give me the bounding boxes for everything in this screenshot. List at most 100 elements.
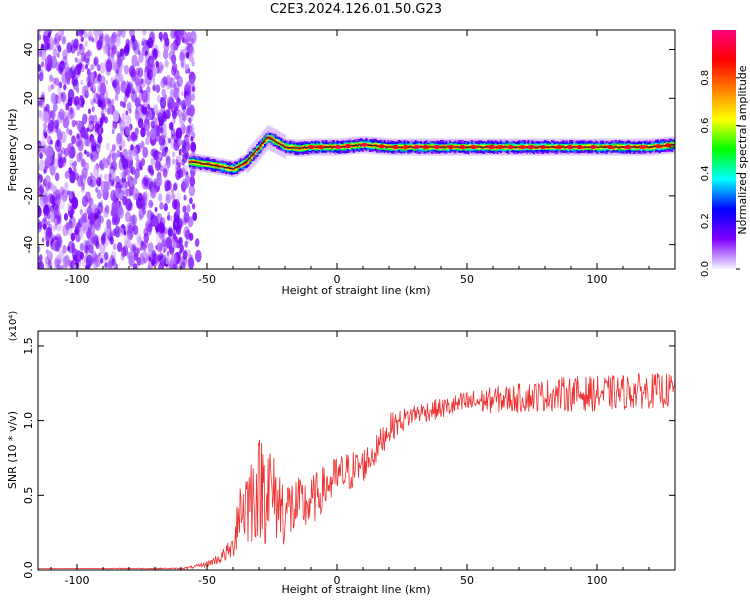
noise-speckle bbox=[132, 214, 136, 220]
signal-band-segment bbox=[476, 145, 479, 148]
noise-speckle bbox=[89, 51, 93, 57]
noise-speckle bbox=[50, 92, 57, 104]
noise-speckle bbox=[134, 193, 139, 200]
noise-speckle bbox=[141, 89, 149, 103]
noise-speckle bbox=[171, 66, 177, 76]
noise-speckle bbox=[142, 249, 147, 258]
noise-speckle bbox=[117, 206, 124, 219]
noise-speckle bbox=[162, 112, 167, 119]
signal-hotspot bbox=[447, 145, 454, 150]
noise-speckle bbox=[122, 158, 129, 170]
noise-speckle bbox=[49, 36, 54, 44]
noise-speckle bbox=[108, 172, 112, 180]
signal-band bbox=[188, 125, 675, 178]
noise-speckle bbox=[158, 153, 162, 159]
noise-speckle bbox=[93, 58, 98, 66]
noise-speckle bbox=[90, 98, 95, 106]
noise-speckle bbox=[58, 250, 65, 263]
noise-speckle bbox=[57, 45, 62, 53]
noise-speckle bbox=[97, 124, 102, 132]
noise-speckle bbox=[42, 223, 47, 231]
noise-speckle bbox=[164, 184, 169, 192]
noise-speckle bbox=[156, 241, 163, 253]
noise-speckle bbox=[171, 109, 177, 120]
noise-speckle bbox=[157, 193, 163, 202]
noise-speckle bbox=[56, 199, 60, 205]
noise-speckle bbox=[114, 188, 120, 197]
noise-speckle bbox=[64, 66, 69, 73]
noise-speckle bbox=[44, 61, 50, 72]
noise-speckle bbox=[119, 100, 124, 107]
noise-speckle bbox=[83, 51, 90, 64]
noise-speckle bbox=[120, 80, 127, 93]
signal-band-segment bbox=[383, 145, 386, 148]
noise-speckle bbox=[100, 200, 103, 206]
noise-speckle bbox=[91, 62, 96, 70]
signal-band-segment bbox=[239, 164, 243, 167]
noise-speckle bbox=[130, 167, 134, 174]
signal-band-segment bbox=[196, 161, 199, 164]
noise-speckle bbox=[126, 102, 132, 112]
noise-speckle bbox=[110, 51, 115, 59]
colorbar: 0.0 0.2 0.4 0.6 0.8 Normalized spectral ampl… bbox=[700, 30, 749, 277]
signal-hotspot bbox=[528, 145, 535, 150]
noise-speckle bbox=[137, 117, 144, 129]
signal-hotspot bbox=[607, 145, 614, 150]
noise-speckle bbox=[111, 152, 117, 162]
noise-speckle bbox=[90, 172, 93, 178]
noise-speckle bbox=[50, 84, 54, 90]
noise-speckle bbox=[78, 43, 83, 50]
signal-band-segment bbox=[358, 143, 361, 146]
signal-band-segment bbox=[259, 144, 263, 147]
signal-band-segment bbox=[452, 145, 456, 148]
noise-speckle bbox=[184, 240, 189, 248]
signal-band-segment bbox=[265, 137, 268, 140]
y-tick-label: 1.5 bbox=[22, 337, 35, 355]
noise-speckle bbox=[70, 260, 75, 267]
signal-band-segment bbox=[399, 146, 403, 149]
noise-speckle bbox=[111, 122, 117, 131]
noise-speckle bbox=[39, 195, 46, 208]
noise-speckle bbox=[52, 158, 59, 170]
noise-speckle bbox=[38, 109, 43, 118]
noise-speckle bbox=[122, 195, 128, 206]
signal-band-segment bbox=[563, 146, 567, 149]
noise-speckle bbox=[125, 181, 129, 188]
noise-speckle bbox=[121, 64, 125, 70]
noise-speckle bbox=[112, 243, 117, 251]
noise-speckle bbox=[70, 44, 76, 54]
noise-speckle bbox=[96, 209, 102, 218]
noise-speckle bbox=[144, 50, 148, 56]
noise-speckle bbox=[46, 58, 54, 71]
noise-speckle bbox=[163, 203, 168, 212]
signal-band-segment bbox=[359, 144, 363, 147]
noise-speckle bbox=[49, 182, 54, 191]
noise-speckle bbox=[47, 31, 52, 38]
signal-band-segment bbox=[265, 138, 268, 142]
noise-speckle bbox=[99, 32, 105, 43]
signal-band-segment bbox=[458, 146, 461, 149]
signal-band-segment bbox=[343, 143, 346, 148]
signal-hotspot bbox=[470, 145, 477, 150]
noise-speckle bbox=[53, 119, 60, 130]
noise-speckle bbox=[39, 69, 44, 77]
noise-speckle bbox=[119, 227, 125, 237]
noise-speckle bbox=[54, 258, 60, 268]
noise-speckle bbox=[84, 191, 91, 203]
noise-speckle bbox=[140, 78, 144, 85]
noise-speckle bbox=[99, 257, 104, 264]
signal-hotspot bbox=[344, 144, 351, 149]
noise-speckle bbox=[99, 215, 104, 224]
noise-speckle bbox=[67, 88, 75, 102]
noise-speckle bbox=[167, 102, 172, 110]
signal-hotspot bbox=[566, 145, 573, 150]
noise-speckle bbox=[62, 256, 70, 268]
noise-speckle bbox=[74, 225, 80, 236]
noise-speckle bbox=[102, 97, 108, 107]
noise-speckle bbox=[86, 254, 93, 268]
noise-speckle bbox=[93, 92, 100, 104]
noise-speckle bbox=[38, 143, 42, 155]
noise-speckle bbox=[112, 110, 120, 123]
noise-speckle bbox=[177, 97, 182, 106]
noise-speckle bbox=[189, 197, 193, 205]
